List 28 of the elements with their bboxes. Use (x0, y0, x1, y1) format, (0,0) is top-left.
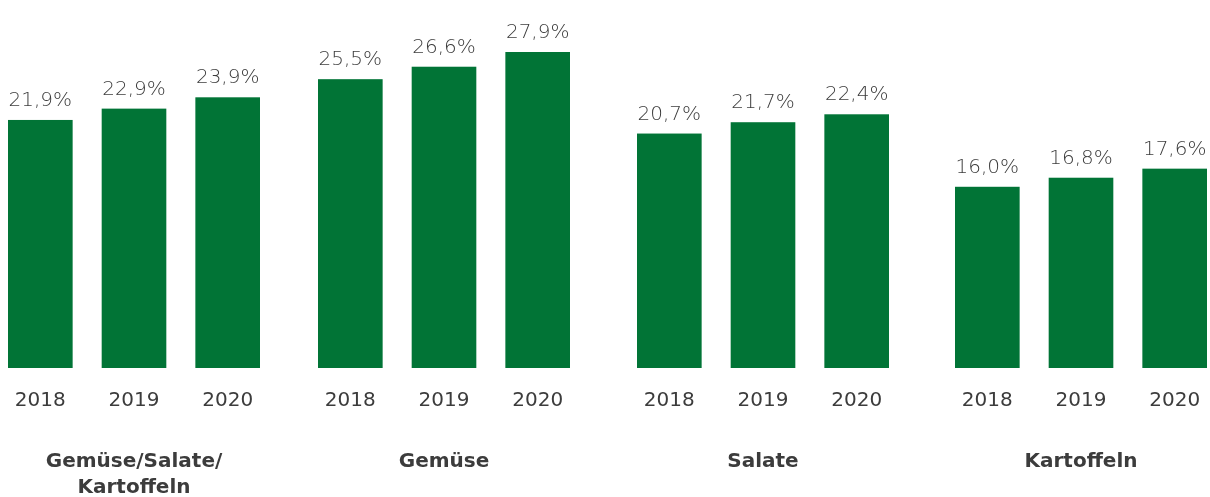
data-label: 27,9% (505, 19, 570, 43)
x-tick-label: 2019 (418, 387, 470, 411)
x-tick-label: 2020 (512, 387, 564, 411)
x-tick-label: 2018 (961, 387, 1013, 411)
data-label: 16,0% (955, 153, 1020, 178)
x-tick-label: 2018 (324, 387, 376, 411)
data-label: 22,4% (824, 81, 889, 106)
data-label: 20,7% (637, 100, 702, 125)
x-axis-title: Gemüse (398, 448, 490, 472)
x-tick-label: 2018 (643, 387, 695, 411)
data-label: 17,6% (1142, 135, 1207, 160)
x-tick-label: 2019 (1055, 387, 1107, 411)
x-tick-label: 2019 (737, 387, 789, 411)
data-label: 23,9% (195, 64, 260, 89)
x-axis-title: Salate (727, 448, 799, 472)
x-axis-title: Gemüse/Salate/ Kartoffeln (45, 448, 223, 497)
data-label: 16,8% (1049, 144, 1113, 169)
data-label: 26,6% (412, 33, 476, 58)
data-label: 22,9% (102, 75, 166, 100)
x-tick-label: 2018 (14, 387, 66, 411)
x-tick-label: 2019 (108, 387, 160, 411)
x-tick-label: 2020 (202, 387, 254, 411)
x-tick-label: 2020 (831, 387, 883, 411)
data-label: 21,7% (731, 89, 795, 114)
data-label: 25,5% (318, 46, 383, 71)
x-tick-label: 2020 (1149, 387, 1201, 411)
data-label: 21,9% (8, 86, 73, 111)
x-axis-title: Kartoffeln (1024, 448, 1138, 472)
